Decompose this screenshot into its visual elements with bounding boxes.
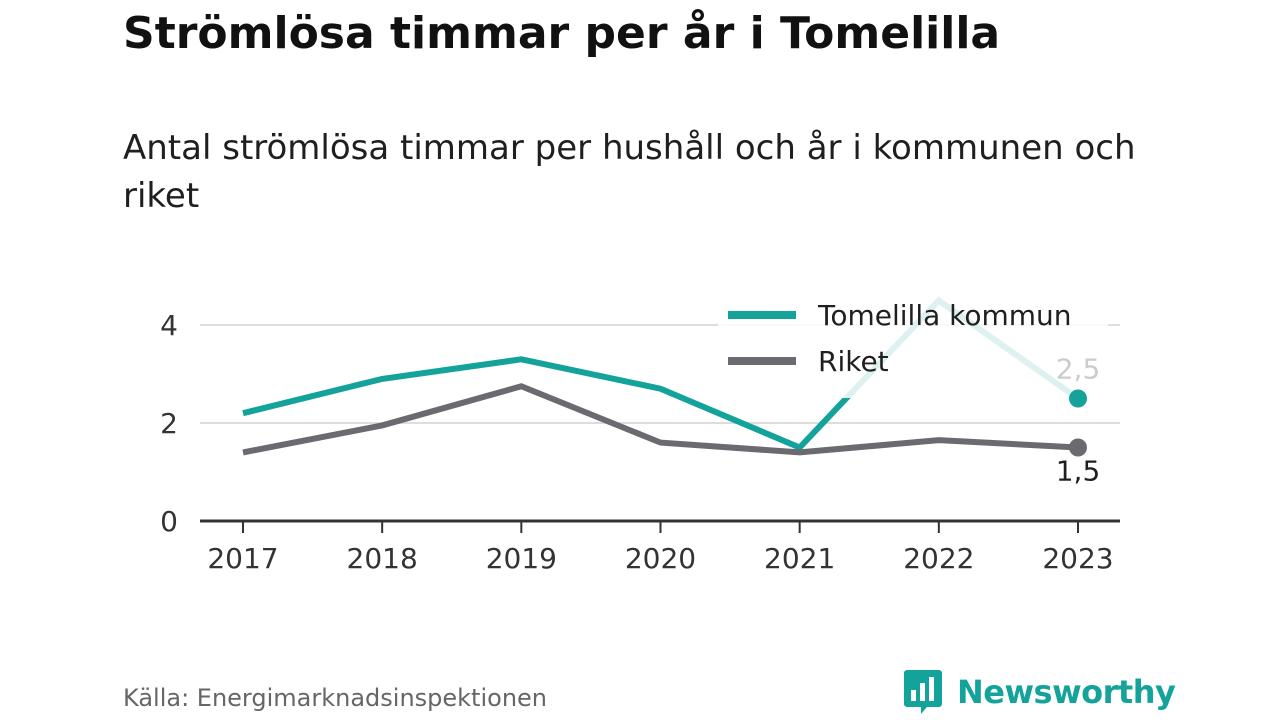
legend-label-tomelilla: Tomelilla kommun bbox=[817, 299, 1072, 332]
x-tick-label: 2020 bbox=[625, 542, 696, 575]
end-markers: 2,5 1,5 bbox=[1056, 353, 1101, 488]
end-value-label-riket: 1,5 bbox=[1056, 455, 1101, 488]
end-point-riket bbox=[1069, 438, 1087, 457]
legend: Tomelilla kommun Riket bbox=[718, 296, 1108, 398]
x-tick-label: 2021 bbox=[764, 542, 835, 575]
x-tick-label: 2019 bbox=[486, 542, 557, 575]
x-tick-label: 2018 bbox=[347, 542, 418, 575]
logo-text: Newsworthy bbox=[957, 673, 1176, 711]
bar-chart-speech-bubble-icon bbox=[904, 670, 942, 714]
newsworthy-logo: Newsworthy bbox=[903, 668, 1176, 716]
y-tick-label: 2 bbox=[160, 407, 178, 440]
source-note: Källa: Energimarknadsinspektionen bbox=[123, 684, 548, 712]
y-tick-label: 4 bbox=[160, 309, 178, 342]
x-axis-ticks: 2017 2018 2019 2020 2021 2022 2023 bbox=[207, 521, 1114, 575]
end-value-label-tomelilla: 2,5 bbox=[1056, 353, 1101, 386]
series-line-riket bbox=[242, 383, 1079, 456]
x-tick-label: 2023 bbox=[1042, 542, 1113, 575]
chart-subtitle: Antal strömlösa timmar per hushåll och å… bbox=[123, 128, 1136, 216]
x-tick-label: 2017 bbox=[207, 542, 278, 575]
y-axis-ticks: 0 2 4 bbox=[160, 309, 178, 538]
y-tick-label: 0 bbox=[160, 505, 178, 538]
chart-title: Strömlösa timmar per år i Tomelilla bbox=[123, 8, 1001, 59]
end-point-tomelilla bbox=[1069, 389, 1087, 408]
x-tick-label: 2022 bbox=[903, 542, 974, 575]
legend-label-riket: Riket bbox=[818, 345, 889, 378]
